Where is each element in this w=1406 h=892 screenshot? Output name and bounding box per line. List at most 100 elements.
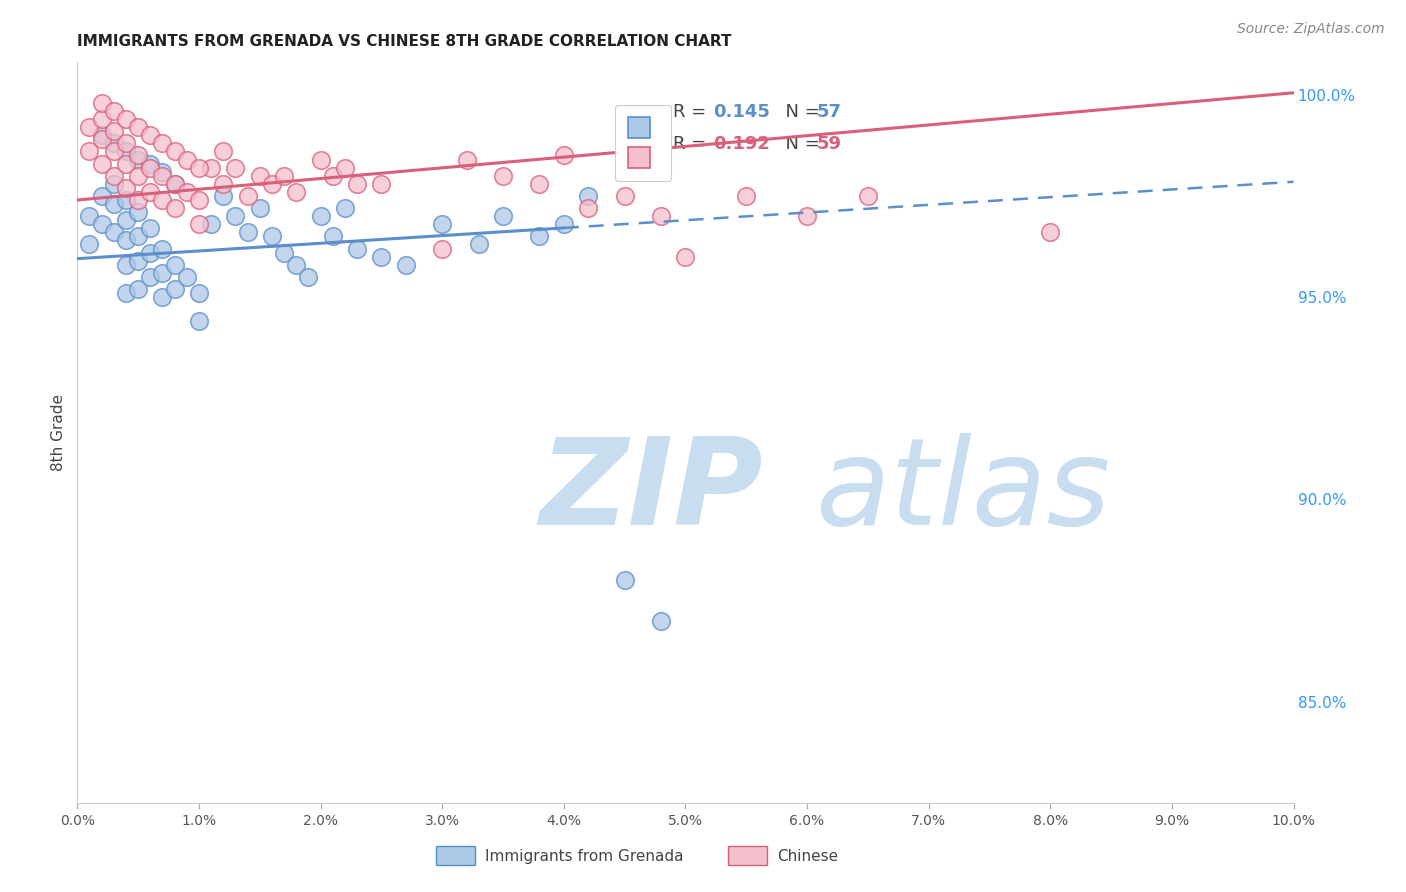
Point	[152, 266, 174, 280]
Text: atlas: atlas	[815, 434, 1111, 550]
Point	[212, 189, 235, 203]
Point	[224, 161, 246, 175]
Point	[613, 574, 636, 588]
Point	[200, 161, 222, 175]
Point	[127, 253, 149, 268]
Point	[139, 221, 162, 235]
Point	[285, 185, 308, 199]
Point	[796, 209, 818, 223]
Point	[333, 161, 356, 175]
Point	[152, 136, 174, 151]
Point	[529, 177, 551, 191]
Point	[103, 145, 125, 159]
Point	[176, 185, 198, 199]
Point	[115, 112, 138, 126]
Point	[152, 242, 174, 256]
Point	[188, 314, 211, 328]
Point	[430, 217, 453, 231]
Point	[103, 225, 125, 239]
Point	[127, 153, 149, 167]
Text: 59: 59	[817, 135, 842, 153]
Point	[163, 282, 186, 296]
Point	[297, 269, 319, 284]
Point	[346, 242, 368, 256]
Point	[152, 169, 174, 183]
Point	[309, 153, 332, 167]
Text: R =: R =	[673, 103, 713, 121]
Point	[127, 193, 149, 207]
Point	[127, 229, 149, 244]
Point	[152, 290, 174, 304]
Point	[236, 225, 259, 239]
Point	[139, 185, 162, 199]
Point	[309, 209, 332, 223]
Point	[236, 189, 259, 203]
Point	[249, 201, 271, 215]
Point	[127, 282, 149, 296]
Text: R =: R =	[673, 135, 713, 153]
Point	[333, 201, 356, 215]
Point	[127, 169, 149, 183]
Point	[430, 242, 453, 256]
Point	[127, 120, 149, 135]
Point	[115, 193, 138, 207]
Point	[492, 169, 515, 183]
Text: Source: ZipAtlas.com: Source: ZipAtlas.com	[1237, 22, 1385, 37]
Point	[285, 258, 308, 272]
Point	[370, 177, 392, 191]
Point	[139, 269, 162, 284]
Point	[188, 161, 211, 175]
Point	[856, 189, 879, 203]
Point	[260, 177, 283, 191]
Y-axis label: 8th Grade: 8th Grade	[51, 394, 66, 471]
Point	[395, 258, 418, 272]
FancyBboxPatch shape	[436, 847, 475, 865]
Point	[90, 217, 112, 231]
Point	[1039, 225, 1062, 239]
Point	[90, 95, 112, 110]
Point	[139, 156, 162, 170]
Point	[176, 269, 198, 284]
Point	[163, 145, 186, 159]
Point	[79, 237, 101, 252]
Point	[103, 136, 125, 151]
Point	[529, 229, 551, 244]
Point	[735, 189, 758, 203]
Point	[152, 164, 174, 178]
Text: N =: N =	[775, 135, 825, 153]
Point	[115, 286, 138, 301]
Text: 0.192: 0.192	[713, 135, 770, 153]
Point	[115, 136, 138, 151]
Point	[79, 209, 101, 223]
Point	[103, 103, 125, 118]
Point	[115, 145, 138, 159]
Point	[456, 153, 478, 167]
Point	[273, 245, 295, 260]
Point	[115, 213, 138, 227]
Point	[115, 156, 138, 170]
Point	[90, 189, 112, 203]
Point	[103, 177, 125, 191]
Point	[650, 614, 672, 628]
Point	[576, 201, 599, 215]
Point	[127, 148, 149, 162]
Point	[176, 153, 198, 167]
Point	[224, 209, 246, 223]
Point	[163, 177, 186, 191]
Point	[346, 177, 368, 191]
Point	[212, 145, 235, 159]
Point	[613, 189, 636, 203]
Point	[576, 189, 599, 203]
Point	[115, 181, 138, 195]
Text: Chinese: Chinese	[776, 848, 838, 863]
Point	[322, 169, 344, 183]
Point	[188, 286, 211, 301]
Point	[163, 258, 186, 272]
Text: IMMIGRANTS FROM GRENADA VS CHINESE 8TH GRADE CORRELATION CHART: IMMIGRANTS FROM GRENADA VS CHINESE 8TH G…	[77, 34, 733, 49]
Text: N =: N =	[775, 103, 825, 121]
Point	[79, 145, 101, 159]
Text: 57: 57	[817, 103, 842, 121]
Text: ZIP: ZIP	[540, 434, 763, 550]
Point	[152, 193, 174, 207]
Point	[492, 209, 515, 223]
